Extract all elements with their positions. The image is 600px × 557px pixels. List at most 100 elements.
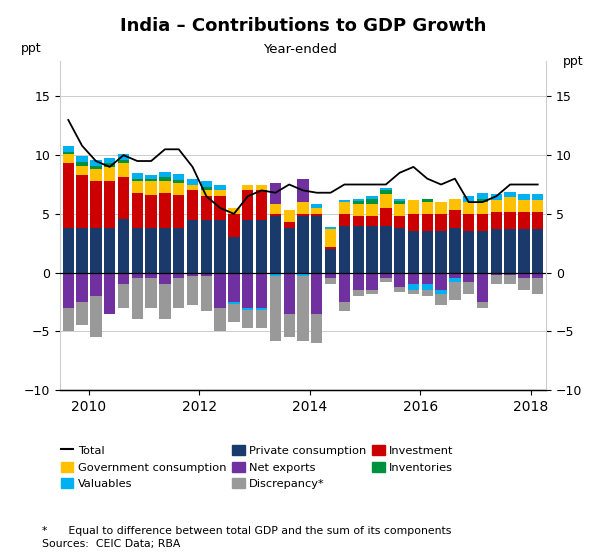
Bar (394, 199, 406, 201)
Bar (187, 184, 198, 190)
Bar (408, 272, 419, 284)
Bar (76, 162, 88, 166)
Bar (200, 187, 212, 190)
Bar (298, 276, 308, 341)
Bar (477, 193, 488, 199)
Bar (408, 214, 419, 232)
Title: India – Contributions to GDP Growth: India – Contributions to GDP Growth (120, 17, 486, 35)
Bar (491, 272, 502, 275)
Bar (200, 276, 212, 311)
Bar (284, 314, 295, 337)
Bar (367, 216, 377, 226)
Bar (145, 181, 157, 195)
Bar (380, 194, 392, 208)
Bar (159, 272, 170, 284)
Bar (449, 199, 461, 211)
Bar (491, 212, 502, 229)
Bar (145, 179, 157, 181)
Bar (270, 276, 281, 341)
Bar (298, 216, 308, 272)
Bar (505, 212, 516, 229)
Bar (353, 272, 364, 290)
Bar (270, 272, 281, 276)
Bar (532, 229, 544, 272)
Bar (62, 228, 74, 272)
Bar (118, 154, 129, 160)
Bar (145, 272, 157, 278)
Bar (62, 152, 74, 154)
Bar (229, 208, 239, 214)
Bar (436, 272, 447, 290)
Bar (145, 195, 157, 228)
Bar (505, 275, 516, 284)
Bar (270, 204, 281, 214)
Bar (200, 272, 212, 276)
Bar (214, 272, 226, 308)
Bar (394, 287, 406, 292)
Bar (62, 308, 74, 331)
Bar (463, 214, 475, 232)
Bar (298, 202, 308, 214)
Bar (242, 184, 253, 190)
Bar (284, 211, 295, 222)
Bar (518, 200, 530, 212)
Y-axis label: ppt: ppt (562, 55, 583, 68)
Bar (422, 199, 433, 202)
Bar (339, 214, 350, 226)
Bar (118, 272, 129, 284)
Bar (325, 229, 336, 247)
Bar (408, 232, 419, 272)
Bar (187, 272, 198, 276)
Bar (477, 214, 488, 232)
Bar (118, 178, 129, 218)
Bar (339, 202, 350, 214)
Bar (131, 272, 143, 278)
Bar (394, 272, 406, 287)
Bar (270, 183, 281, 204)
Bar (118, 163, 129, 178)
Bar (491, 229, 502, 272)
Bar (270, 214, 281, 216)
Bar (353, 199, 364, 201)
Bar (463, 272, 475, 282)
Bar (256, 184, 267, 190)
Text: Sources:  CEIC Data; RBA: Sources: CEIC Data; RBA (42, 539, 181, 549)
Bar (214, 219, 226, 272)
Bar (380, 226, 392, 272)
Bar (159, 178, 170, 181)
Bar (270, 216, 281, 272)
Bar (145, 228, 157, 272)
Bar (518, 278, 530, 290)
Bar (284, 222, 295, 228)
Bar (532, 278, 544, 294)
Bar (449, 211, 461, 228)
Bar (76, 175, 88, 228)
Bar (173, 180, 184, 183)
Bar (76, 157, 88, 162)
Bar (159, 284, 170, 320)
Bar (90, 160, 101, 166)
Bar (394, 204, 406, 216)
Bar (173, 278, 184, 307)
Bar (118, 284, 129, 307)
Bar (436, 294, 447, 305)
Bar (353, 204, 364, 216)
Bar (505, 192, 516, 197)
Bar (477, 272, 488, 302)
Bar (532, 194, 544, 200)
Bar (380, 278, 392, 282)
Bar (518, 194, 530, 200)
Text: *      Equal to difference between total GDP and the sum of its components: * Equal to difference between total GDP … (42, 526, 451, 536)
Bar (408, 290, 419, 294)
Bar (367, 196, 377, 199)
Bar (229, 214, 239, 237)
Bar (187, 219, 198, 272)
Bar (532, 200, 544, 212)
Bar (256, 219, 267, 272)
Bar (214, 196, 226, 219)
Bar (394, 201, 406, 204)
Bar (367, 199, 377, 204)
Bar (449, 228, 461, 272)
Bar (229, 304, 239, 322)
Bar (76, 166, 88, 175)
